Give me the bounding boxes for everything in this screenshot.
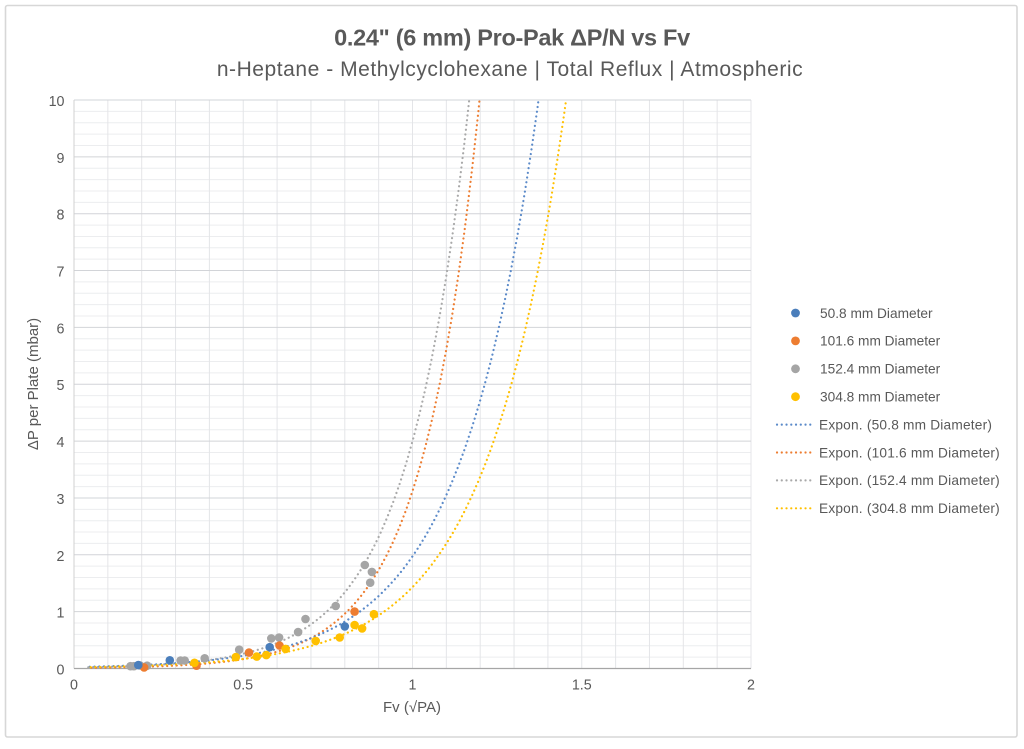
svg-text:0: 0 xyxy=(57,663,65,679)
svg-text:304.8 mm Diameter: 304.8 mm Diameter xyxy=(820,390,941,405)
svg-text:1: 1 xyxy=(409,678,417,694)
svg-text:Expon. (304.8 mm Diameter): Expon. (304.8 mm Diameter) xyxy=(819,501,1000,516)
svg-text:8: 8 xyxy=(57,208,65,224)
svg-text:5: 5 xyxy=(57,378,65,394)
svg-text:7: 7 xyxy=(57,265,65,281)
svg-text:2: 2 xyxy=(57,549,65,565)
svg-text:101.6 mm Diameter: 101.6 mm Diameter xyxy=(820,334,941,349)
svg-text:3: 3 xyxy=(57,492,65,508)
svg-text:9: 9 xyxy=(57,151,65,167)
svg-text:4: 4 xyxy=(57,435,65,451)
svg-text:Expon. (152.4 mm Diameter): Expon. (152.4 mm Diameter) xyxy=(819,473,1000,488)
svg-text:50.8 mm Diameter: 50.8 mm Diameter xyxy=(820,306,933,321)
svg-text:Fv (√PA): Fv (√PA) xyxy=(383,699,441,716)
svg-text:152.4 mm Diameter: 152.4 mm Diameter xyxy=(820,362,941,377)
svg-text:1: 1 xyxy=(57,606,65,622)
svg-text:0.24" (6 mm) Pro-Pak ΔP/N vs F: 0.24" (6 mm) Pro-Pak ΔP/N vs Fv xyxy=(334,25,690,51)
svg-text:n-Heptane - Methylcyclohexane: n-Heptane - Methylcyclohexane | Total Re… xyxy=(217,58,803,81)
svg-text:0: 0 xyxy=(70,678,78,694)
svg-text:1.5: 1.5 xyxy=(572,678,592,694)
svg-text:Expon. (101.6 mm Diameter): Expon. (101.6 mm Diameter) xyxy=(819,445,1000,460)
svg-text:6: 6 xyxy=(57,321,65,337)
svg-text:10: 10 xyxy=(49,94,65,110)
svg-text:0.5: 0.5 xyxy=(233,678,253,694)
svg-text:2: 2 xyxy=(747,678,755,694)
svg-text:ΔP per Plate (mbar): ΔP per Plate (mbar) xyxy=(25,318,42,450)
svg-text:Expon. (50.8 mm Diameter): Expon. (50.8 mm Diameter) xyxy=(819,417,992,432)
